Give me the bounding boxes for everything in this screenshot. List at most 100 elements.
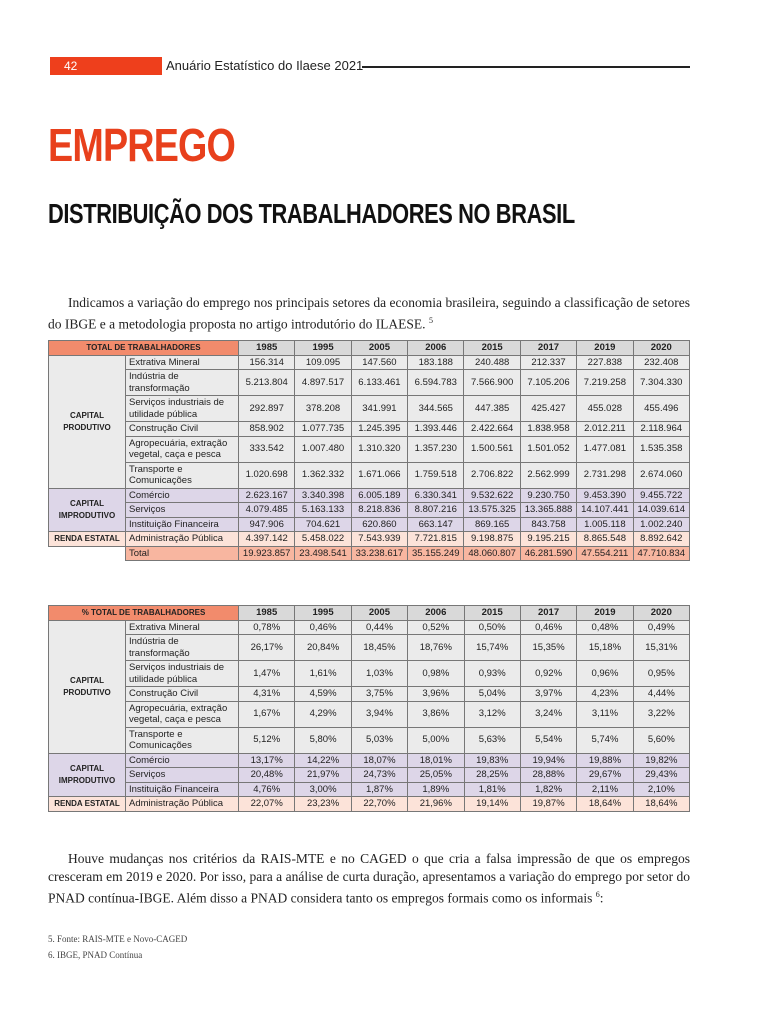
- subtitle: DISTRIBUIÇÃO DOS TRABALHADORES NO BRASIL: [48, 198, 575, 229]
- cell: 19,94%: [519, 752, 578, 768]
- cell: 0,49%: [632, 619, 691, 635]
- sector: Extrativa Mineral: [124, 354, 240, 370]
- cell: 3,00%: [294, 781, 352, 797]
- cell: 1.245.395: [350, 421, 409, 437]
- cell: 1,47%: [237, 660, 296, 687]
- table: % TOTAL DE TRABALHADORES 1985 1995 2005 2006…: [48, 605, 691, 812]
- cell: 22,07%: [237, 796, 296, 812]
- cell: 5.163.133: [294, 502, 352, 518]
- cell: 6.133.461: [350, 369, 409, 396]
- cell: 4.079.485: [238, 502, 296, 518]
- cell: 23.498.541: [294, 545, 352, 561]
- cell: 29,43%: [632, 767, 691, 783]
- cell: 19,14%: [463, 796, 521, 812]
- cell: 620.860: [350, 516, 409, 532]
- cell: 9.230.750: [519, 487, 578, 503]
- cell: 2.422.664: [463, 421, 521, 437]
- group-label: CAPITAL PRODUTIVO: [48, 619, 126, 754]
- sector: Comércio: [124, 487, 240, 503]
- cell: 13.365.888: [519, 502, 578, 518]
- cell: 2.623.167: [238, 487, 296, 503]
- cell: 1.535.358: [632, 435, 691, 463]
- footnote: 5. Fonte: RAIS-MTE e Novo-CAGED: [48, 934, 188, 944]
- cell: 5,80%: [294, 726, 352, 754]
- footnote: 6. IBGE, PNAD Contínua: [48, 950, 143, 960]
- paragraph: Houve mudanças nos critérios da RAIS-MTE…: [48, 850, 690, 908]
- group-label: CAPITAL PRODUTIVO: [48, 354, 126, 489]
- cell: 47.710.834: [632, 545, 691, 561]
- table-row: RENDA ESTATAL Administração Pública 22,07%…: [48, 796, 691, 812]
- table-row: Transporte e Comunicações 1.020.698 1.362.…: [49, 461, 691, 489]
- cell: 3,86%: [407, 700, 465, 728]
- cell: 14,22%: [294, 752, 352, 768]
- cell: 7.304.330: [632, 369, 691, 396]
- table-row: RENDA ESTATAL Administração Pública 4.397.…: [48, 531, 691, 547]
- cell: 4,44%: [632, 686, 691, 702]
- sector: Transporte e Comunicações: [125, 726, 239, 754]
- sector: Agropecuária, extração vegetal, caça e p…: [125, 700, 239, 728]
- cell: 3,11%: [576, 700, 634, 728]
- cell: 1.393.446: [407, 421, 465, 437]
- header-rule: [362, 66, 690, 68]
- cell: 5,74%: [576, 726, 634, 754]
- table-row: Indústria de transformação 5.213.804 4.897…: [49, 369, 691, 396]
- year-header: 2005: [350, 605, 409, 621]
- cell: 455.496: [632, 395, 691, 422]
- cell: 14.039.614: [632, 502, 691, 518]
- cell: 1,67%: [237, 700, 296, 728]
- cell: 18,76%: [407, 634, 465, 661]
- sector: Indústria de transformação: [124, 369, 240, 396]
- cell: 35.155.249: [407, 545, 465, 561]
- cell: 5,63%: [463, 726, 521, 754]
- cell: 9.195.215: [519, 531, 578, 547]
- cell: 947.906: [238, 516, 296, 532]
- header-row: TOTAL DE TRABALHADORES 1985 1995 2005 2006 20…: [47, 340, 691, 356]
- cell: 15,35%: [519, 634, 578, 661]
- cell: 20,84%: [294, 634, 352, 661]
- cell: 6.330.341: [407, 487, 465, 503]
- total-row: Total 19.923.857 23.498.541 33.238.617 35.15…: [48, 545, 691, 561]
- cell: 18,07%: [350, 752, 409, 768]
- cell: 48.060.807: [463, 545, 521, 561]
- cell: 15,31%: [632, 634, 691, 661]
- cell: 4,59%: [294, 686, 352, 702]
- footnote-ref: 6: [595, 890, 600, 899]
- sector: Construção Civil: [125, 686, 239, 702]
- cell: 3,96%: [407, 686, 465, 702]
- cell: 18,64%: [576, 796, 634, 812]
- cell: 19,82%: [632, 752, 691, 768]
- cell: 19,87%: [519, 796, 578, 812]
- table-row: Indústria de transformação 26,17% 20,84% 18…: [49, 634, 691, 661]
- sector: Instituição Financeira: [125, 781, 239, 797]
- cell: 9.532.622: [463, 487, 521, 503]
- group-label: RENDA ESTATAL: [48, 531, 126, 547]
- cell: 378.208: [294, 395, 352, 422]
- cell: 2.012.211: [576, 421, 634, 437]
- cell: 15,74%: [463, 634, 521, 661]
- table-row: Serviços 4.079.485 5.163.133 8.218.836 8.807…: [49, 502, 691, 518]
- cell: 0,46%: [294, 619, 352, 635]
- sector: Instituição Financeira: [124, 516, 240, 532]
- cell: 8.865.548: [576, 531, 634, 547]
- table-row: CAPITAL IMPRODUTIVO Comércio 13,17% 14,22% 1…: [48, 752, 691, 797]
- sector: Agropecuária, extração vegetal, caça e p…: [124, 435, 240, 463]
- cell: 663.147: [407, 516, 465, 532]
- sector: Serviços: [124, 502, 240, 518]
- cell: 7.105.206: [519, 369, 578, 396]
- cell: 212.337: [519, 354, 578, 370]
- cell: 8.807.216: [407, 502, 465, 518]
- table: TOTAL DE TRABALHADORES 1985 1995 2005 2006 20…: [47, 340, 691, 561]
- cell: 0,93%: [463, 660, 521, 687]
- group-label: RENDA ESTATAL: [48, 796, 126, 812]
- cell: 3,12%: [463, 700, 521, 728]
- cell: 29,67%: [576, 767, 634, 783]
- paragraph-end: :: [599, 890, 604, 906]
- year-header: 1995: [294, 605, 352, 621]
- cell: 2.706.822: [463, 461, 521, 489]
- table-row: CAPITAL PRODUTIVO Extrativa Mineral 0,78% 0…: [48, 619, 691, 754]
- cell: 1.759.518: [407, 461, 465, 489]
- cell: 5,03%: [350, 726, 409, 754]
- cell: 1.362.332: [294, 461, 352, 489]
- year-header: 1995: [294, 340, 352, 356]
- cell: 19.923.857: [238, 545, 296, 561]
